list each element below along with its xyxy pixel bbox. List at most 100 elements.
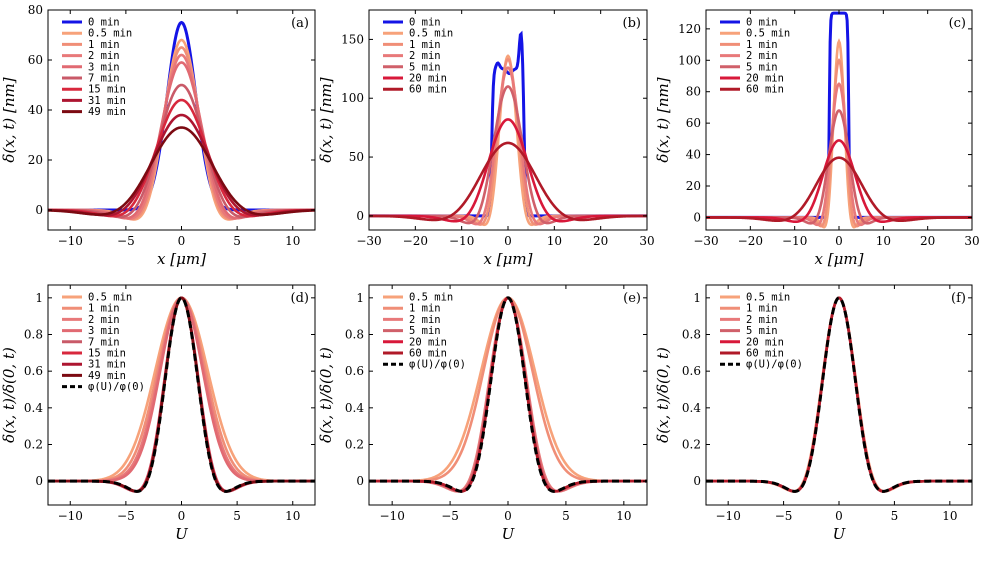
legend-label: φ(U)/φ(0) [88, 381, 145, 393]
y-tick-label: 0.6 [24, 364, 43, 378]
y-tick-label: 20 [28, 153, 43, 167]
legend-label: 60 min [746, 348, 784, 360]
y-tick-label: 0.6 [682, 364, 701, 378]
x-tick-label: −10 [58, 509, 83, 523]
chart-panel: −30 −20 −10 0 10 20 30 0 50 100 150 x [μm] δ(x, t) [… [317, 9, 655, 268]
x-axis-label: x [μm] [157, 250, 206, 268]
x-tick-label: −10 [380, 509, 405, 523]
chart-panel: −10 −5 0 5 10 0 20 40 60 80 x [μm] δ(x, t) [nm] (a) 0… [0, 3, 316, 268]
x-tick-label: 0 [504, 509, 512, 523]
legend-label: 1 min [409, 39, 441, 51]
panel-label: (c) [949, 16, 966, 31]
legend-label: 1 min [746, 303, 778, 315]
series-line [706, 156, 972, 223]
x-tick-label: −5 [775, 509, 793, 523]
legend-label: 5 min [746, 325, 778, 337]
y-tick-label: 1 [35, 291, 43, 305]
y-tick-label: 0.2 [682, 438, 701, 452]
x-tick-label: 20 [593, 234, 608, 248]
series-line [48, 113, 315, 217]
y-tick-label: 1 [356, 291, 364, 305]
legend-label: 1 min [88, 303, 120, 315]
legend-label: 0.5 min [409, 28, 453, 40]
panel-label: (f) [951, 291, 966, 306]
y-tick-label: 0.4 [24, 401, 43, 415]
y-axis-label: δ(x, t)/δ(0, t) [317, 347, 335, 443]
panel-label: (b) [623, 16, 641, 31]
legend-label: 20 min [409, 336, 447, 348]
series-line [48, 126, 315, 216]
x-tick-label: 10 [942, 509, 957, 523]
series-line [706, 139, 972, 224]
y-axis-label: δ(x, t) [nm] [654, 77, 672, 162]
legend-label: 60 min [409, 348, 447, 360]
legend-label: 49 min [88, 106, 126, 118]
x-axis-label: x [μm] [484, 250, 533, 268]
series-line [706, 82, 972, 227]
y-tick-label: 0 [693, 474, 701, 488]
y-tick-label: 100 [341, 91, 364, 105]
x-axis-label: U [833, 525, 847, 543]
x-tick-label: −10 [58, 234, 83, 248]
x-tick-label: −10 [716, 509, 741, 523]
legend-label: 0 min [88, 17, 120, 29]
y-tick-label: 0.8 [24, 328, 43, 342]
x-tick-label: 5 [891, 509, 899, 523]
y-tick-label: 150 [341, 32, 364, 46]
x-axis-label: U [175, 525, 189, 543]
y-axis-label: δ(x, t)/δ(0, t) [0, 347, 18, 443]
chart-panel: −30 −20 −10 0 10 20 30 0 20 40 60 80 100 120 x [μm] δ(x… [654, 9, 980, 268]
x-tick-label: 5 [233, 509, 241, 523]
legend-label: 2 min [409, 50, 441, 62]
legend-label: 7 min [88, 336, 120, 348]
legend-label: 0.5 min [88, 28, 132, 40]
y-axis-label: δ(x, t) [nm] [317, 77, 335, 162]
x-tick-label: −30 [356, 234, 381, 248]
series-group [706, 296, 972, 493]
x-tick-label: −5 [441, 509, 459, 523]
legend-label: 2 min [746, 314, 778, 326]
x-tick-label: 5 [233, 234, 241, 248]
x-tick-label: 0 [835, 509, 843, 523]
series-group [48, 296, 315, 493]
y-tick-label: 40 [28, 103, 43, 117]
y-tick-label: 0.6 [345, 364, 364, 378]
x-tick-label: 0 [178, 509, 186, 523]
x-tick-label: 5 [562, 509, 570, 523]
x-tick-label: −10 [449, 234, 474, 248]
series-line [48, 83, 315, 219]
x-tick-label: 20 [920, 234, 935, 248]
legend-label: 20 min [409, 73, 447, 85]
x-tick-label: −20 [738, 234, 763, 248]
legend-label: 2 min [409, 314, 441, 326]
x-tick-label: −5 [117, 234, 135, 248]
legend-label: 7 min [88, 73, 120, 85]
x-tick-label: −10 [782, 234, 807, 248]
legend-label: 15 min [88, 348, 126, 360]
legend-label: 1 min [746, 39, 778, 51]
chart-panel: −10 −5 0 5 10 0 0.2 0.4 0.6 0.8 1 Uδ(x, t)/δ(0, t) (… [0, 284, 316, 543]
y-tick-label: 50 [349, 150, 364, 164]
chart-panel: −10 −5 0 5 10 0 0.2 0.4 0.6 0.8 1 Uδ(x, t)/δ(0, t) (… [317, 284, 648, 543]
y-tick-label: 0 [35, 474, 43, 488]
y-tick-label: 0.4 [682, 401, 701, 415]
series-line [706, 109, 972, 225]
y-tick-label: 100 [678, 53, 701, 67]
panel-label: (e) [623, 291, 641, 306]
x-tick-label: 10 [285, 509, 300, 523]
legend-label: 0 min [746, 17, 778, 29]
legend-label: 60 min [746, 84, 784, 96]
x-tick-label: 10 [616, 509, 631, 523]
series-group [48, 20, 315, 221]
legend-label: 3 min [88, 61, 120, 73]
y-axis-label: δ(x, t) [nm] [0, 77, 18, 162]
legend-label: φ(U)/φ(0) [409, 359, 466, 371]
x-tick-label: 10 [547, 234, 562, 248]
legend-label: 60 min [409, 84, 447, 96]
legend-label: 31 min [88, 95, 126, 107]
legend-label: 0.5 min [746, 292, 790, 304]
legend-label: 0.5 min [746, 28, 790, 40]
legend-label: 0 min [409, 17, 441, 29]
